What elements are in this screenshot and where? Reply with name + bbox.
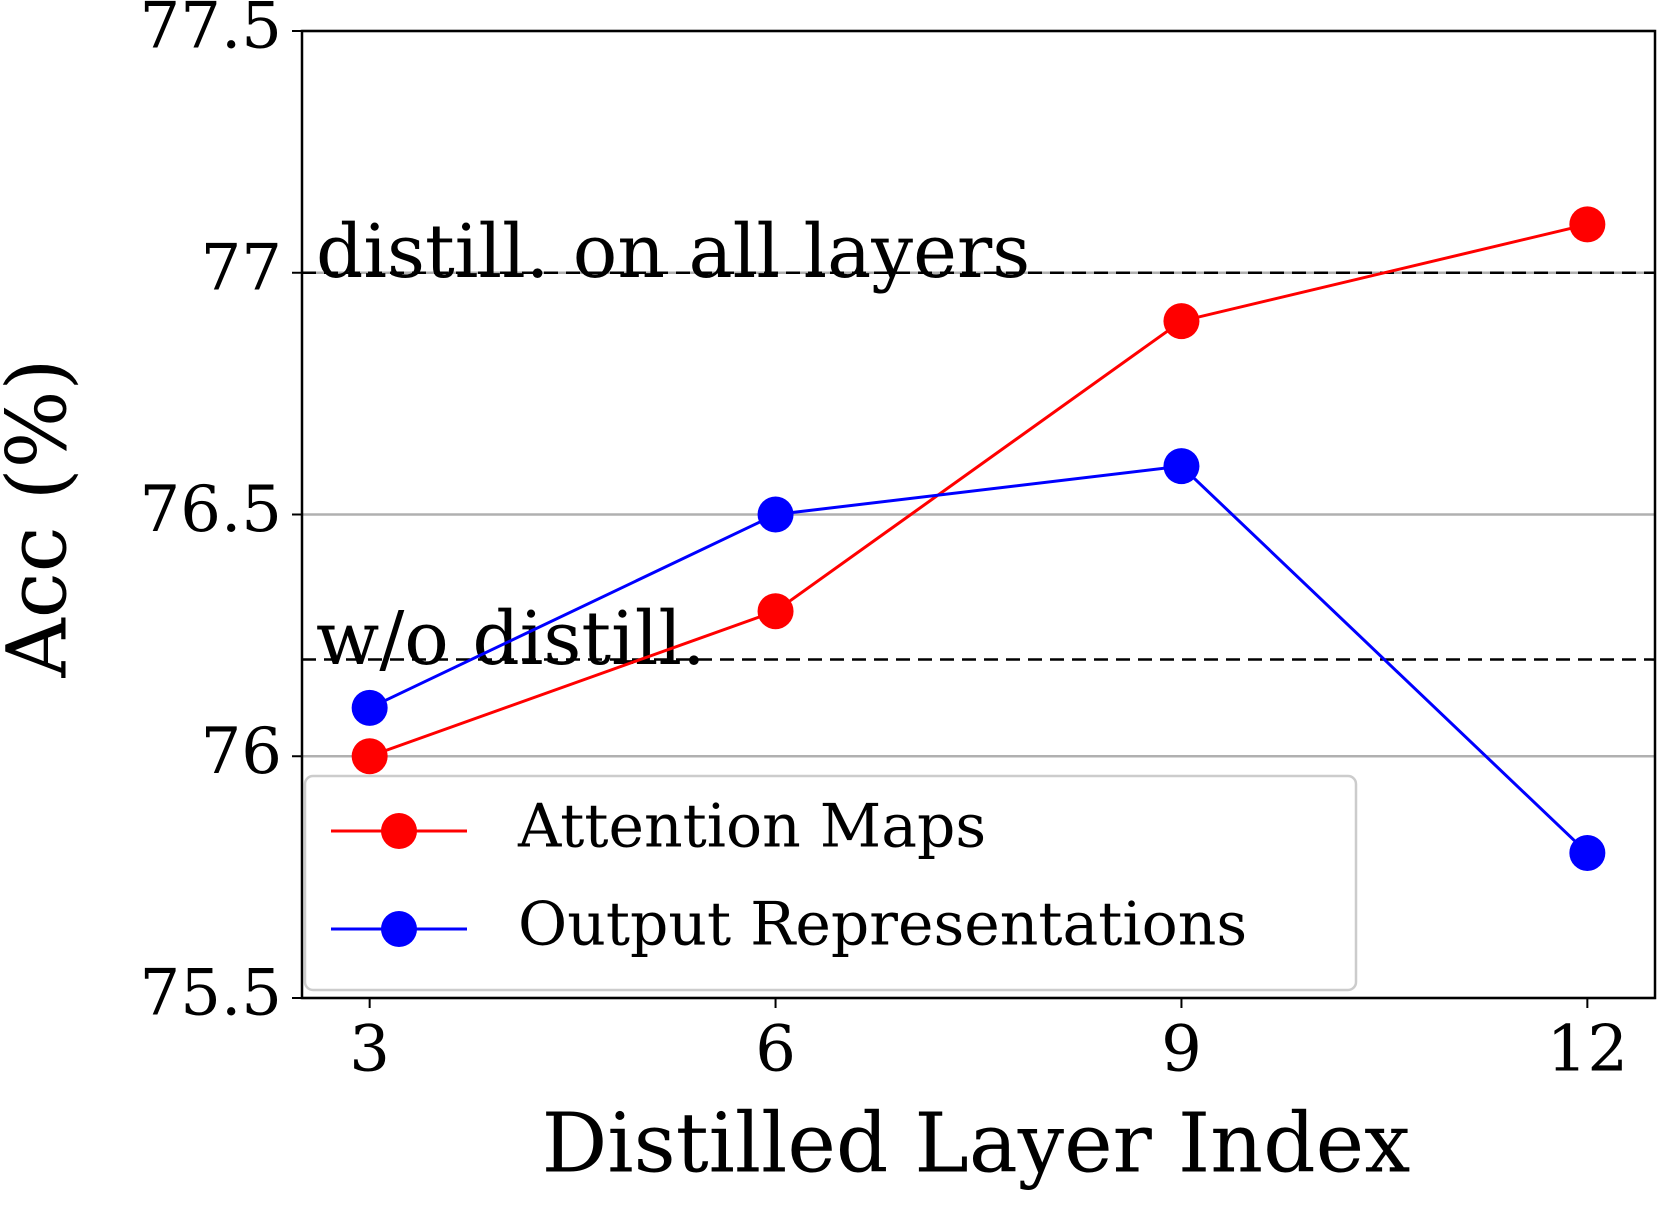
series-line xyxy=(369,222,1588,758)
legend-box xyxy=(303,774,1358,992)
legend: Attention Maps Output Representations xyxy=(303,774,1358,992)
x-tick-label: 3 xyxy=(349,1013,390,1087)
data-point xyxy=(351,738,388,775)
legend-marker xyxy=(381,813,417,849)
data-point xyxy=(351,689,388,726)
data-point xyxy=(1163,303,1200,340)
y-tick-label: 77 xyxy=(201,231,282,305)
data-point xyxy=(1163,448,1200,485)
reference-label: distill. on all layers xyxy=(316,209,1030,295)
y-tick-label: 76 xyxy=(201,715,282,789)
legend-marker xyxy=(381,911,417,947)
y-tick-label: 76.5 xyxy=(140,473,283,547)
x-tick-label: 6 xyxy=(755,1013,796,1087)
data-point xyxy=(757,593,794,630)
x-axis-label: Distilled Layer Index xyxy=(542,1097,1411,1192)
plot-frame xyxy=(300,29,1657,1000)
x-tick-label: 12 xyxy=(1547,1013,1628,1087)
y-tick-label: 77.5 xyxy=(140,0,283,64)
y-axis-label: Acc (%) xyxy=(0,358,86,678)
series-line xyxy=(369,464,1589,855)
data-point xyxy=(1569,834,1606,871)
legend-label: Output Representations xyxy=(518,890,1247,960)
x-tick-label: 9 xyxy=(1161,1013,1202,1087)
data-point xyxy=(1569,206,1606,243)
data-point xyxy=(757,496,794,533)
y-tick-label: 75.5 xyxy=(140,957,283,1031)
legend-label: Attention Maps xyxy=(517,792,986,862)
